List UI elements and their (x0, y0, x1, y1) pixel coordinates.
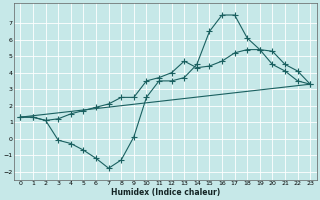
X-axis label: Humidex (Indice chaleur): Humidex (Indice chaleur) (111, 188, 220, 197)
